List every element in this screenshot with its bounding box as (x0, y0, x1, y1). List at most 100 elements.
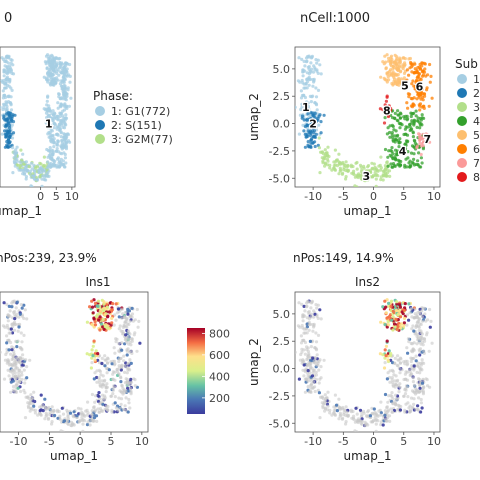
data-point (420, 309, 424, 313)
data-point (72, 423, 76, 427)
data-point (49, 70, 53, 74)
data-point (418, 353, 422, 357)
data-point (19, 389, 23, 394)
data-point (419, 93, 423, 97)
data-point (39, 413, 43, 417)
data-point (24, 175, 28, 179)
data-point (92, 405, 96, 409)
data-point (416, 336, 420, 340)
data-point (52, 145, 56, 149)
data-point (341, 405, 345, 410)
data-point (398, 60, 402, 64)
data-point (100, 361, 104, 366)
data-point (92, 339, 96, 343)
data-point (414, 78, 419, 83)
data-point (319, 317, 323, 321)
data-point (402, 308, 406, 312)
data-point (379, 413, 383, 417)
data-point (63, 152, 67, 157)
data-point (419, 401, 423, 405)
data-point (306, 371, 310, 375)
data-point (307, 145, 312, 149)
data-point (416, 310, 420, 315)
data-point (50, 116, 54, 121)
data-point (384, 66, 388, 70)
data-point (38, 405, 42, 409)
data-point (114, 302, 118, 306)
data-point (125, 371, 129, 375)
data-point (417, 80, 421, 84)
data-point (6, 94, 10, 98)
data-point (92, 377, 96, 381)
data-point (90, 413, 94, 417)
data-point (32, 404, 36, 408)
data-point (322, 113, 326, 117)
data-point (425, 86, 429, 90)
data-point (411, 79, 415, 83)
data-point (383, 348, 387, 352)
data-point (6, 319, 10, 323)
data-point (317, 123, 321, 127)
data-point (317, 368, 321, 372)
data-point (307, 317, 311, 321)
data-point (52, 70, 57, 74)
data-point (61, 75, 66, 79)
data-point (120, 341, 124, 345)
data-point (370, 406, 374, 410)
data-point (359, 419, 363, 423)
data-point (398, 58, 402, 62)
data-point (19, 303, 23, 307)
data-point (128, 406, 132, 410)
data-point (384, 99, 388, 103)
data-point (384, 344, 388, 348)
data-point (117, 366, 121, 370)
legend-swatch (95, 134, 105, 144)
data-point (130, 306, 134, 310)
data-point (400, 123, 404, 127)
data-point (44, 407, 49, 411)
data-point (305, 348, 309, 352)
data-point (110, 410, 114, 414)
data-point (301, 74, 305, 78)
legend-title: Phase: (93, 89, 133, 103)
data-point (5, 134, 9, 138)
data-point (410, 127, 414, 131)
data-point (378, 107, 382, 111)
data-point (135, 349, 139, 353)
data-point (4, 82, 8, 86)
data-point (302, 304, 306, 308)
data-point (326, 390, 330, 394)
data-point (393, 111, 397, 115)
cluster-label: 7 (423, 133, 431, 146)
data-point (5, 334, 9, 338)
data-point (410, 112, 414, 116)
cluster-label: 4 (399, 145, 407, 158)
data-point (395, 300, 399, 304)
data-point (306, 357, 310, 361)
data-point (301, 368, 305, 372)
data-point (117, 372, 121, 376)
data-point (114, 340, 118, 344)
data-point (14, 378, 18, 382)
data-point (384, 311, 388, 315)
data-point (12, 328, 17, 332)
data-point (16, 329, 20, 333)
data-point (5, 140, 9, 144)
data-point (302, 103, 306, 107)
data-point (67, 139, 71, 143)
data-point (304, 60, 309, 64)
data-point (111, 392, 115, 396)
data-point (417, 325, 421, 329)
x-tick-label: 10 (427, 435, 441, 448)
data-point (319, 131, 323, 135)
data-point (136, 325, 140, 329)
data-point (300, 323, 304, 328)
y-tick-label: 5.0 (273, 308, 291, 321)
colorbar-tick-label: 800 (209, 327, 230, 340)
data-point (5, 323, 9, 328)
data-point (56, 117, 60, 121)
data-point (421, 132, 425, 136)
data-point (374, 168, 378, 172)
data-point (112, 346, 116, 350)
